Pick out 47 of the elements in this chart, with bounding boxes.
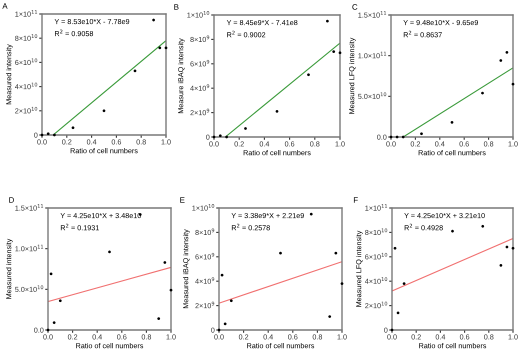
point (326, 20, 329, 22)
point (276, 110, 278, 113)
point (279, 252, 282, 255)
point (334, 252, 338, 255)
point (402, 136, 405, 138)
point (402, 282, 406, 286)
point (52, 321, 56, 324)
point (157, 317, 160, 320)
point (310, 212, 313, 216)
point (506, 246, 508, 248)
point (102, 109, 106, 112)
point (46, 132, 50, 136)
point (53, 134, 56, 136)
point (512, 246, 514, 250)
point (500, 264, 502, 267)
point (332, 50, 336, 53)
point (506, 51, 508, 54)
point (50, 272, 52, 276)
point (396, 136, 398, 138)
point (225, 136, 228, 138)
point (244, 127, 247, 130)
point (481, 224, 484, 228)
point (450, 120, 454, 124)
point (499, 59, 502, 62)
point (338, 51, 342, 54)
point (218, 134, 222, 138)
point (451, 230, 454, 233)
point (396, 312, 400, 314)
point (108, 250, 111, 254)
point (220, 274, 224, 276)
point (512, 82, 514, 86)
point (72, 126, 74, 130)
point (307, 73, 310, 76)
point (224, 322, 227, 326)
point (328, 315, 332, 318)
point (170, 288, 172, 292)
point (230, 299, 233, 302)
point (420, 132, 423, 136)
point (394, 246, 396, 250)
point (481, 92, 484, 94)
point (152, 18, 155, 22)
point (163, 261, 166, 264)
point (58, 299, 62, 302)
point (164, 46, 168, 50)
point (134, 69, 136, 72)
point (158, 46, 162, 50)
point (340, 282, 344, 286)
